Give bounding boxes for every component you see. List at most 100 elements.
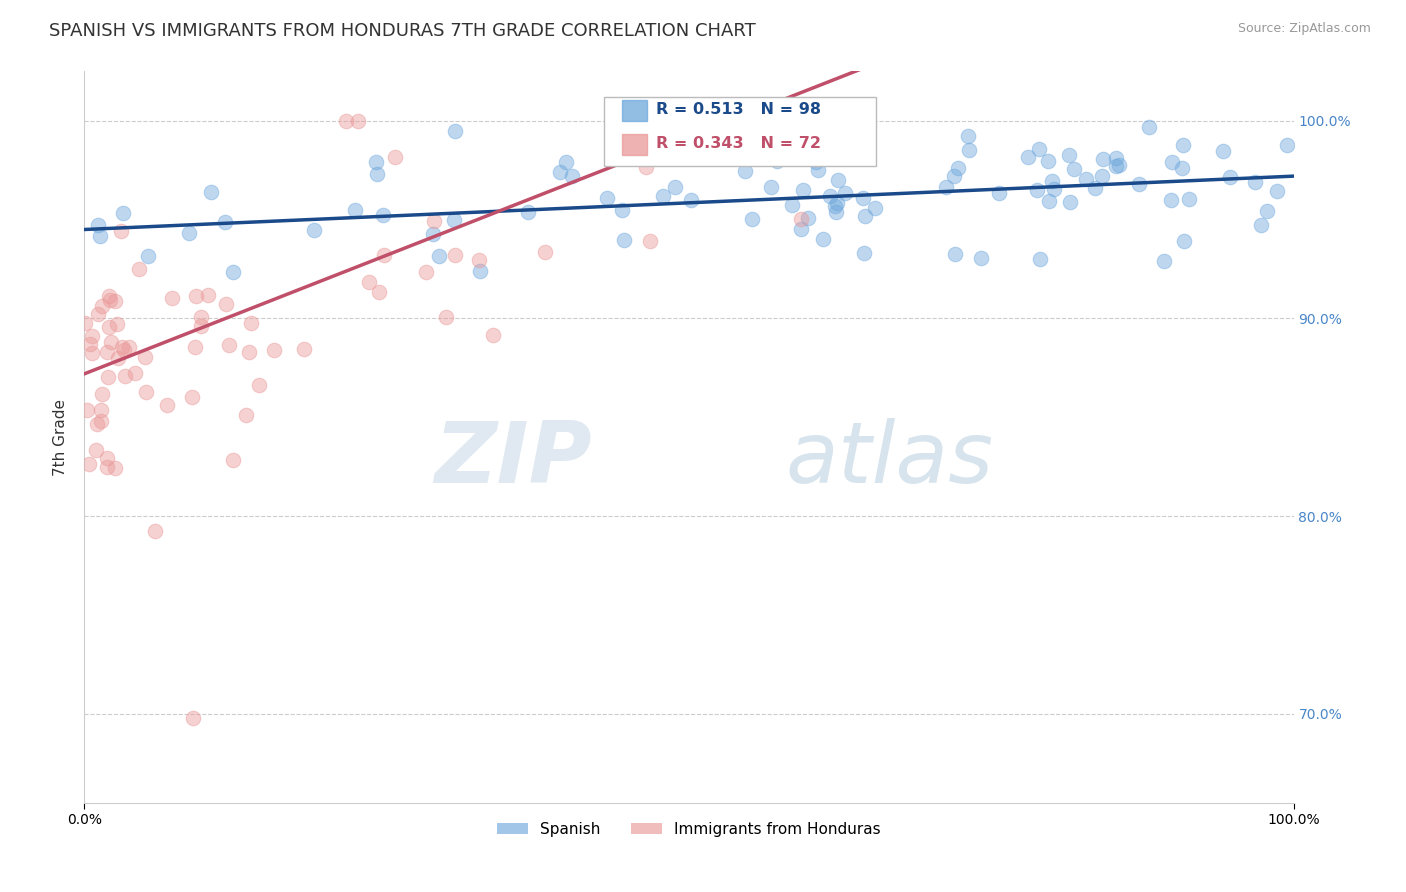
Point	[1267, 185, 1289, 199]
Point	[90, 300, 112, 314]
Point	[76, 403, 98, 417]
Point	[1128, 177, 1150, 191]
Point	[1104, 160, 1126, 174]
Point	[373, 247, 395, 261]
Point	[790, 222, 813, 236]
Point	[87, 307, 110, 321]
Point	[302, 223, 325, 237]
Point	[197, 288, 219, 302]
Point	[443, 213, 465, 227]
Point	[1063, 161, 1085, 176]
Point	[1160, 154, 1182, 169]
Point	[80, 328, 103, 343]
Point	[1043, 182, 1066, 196]
Point	[135, 384, 157, 399]
Point	[1244, 176, 1267, 190]
Point	[811, 232, 834, 246]
Point	[679, 194, 702, 208]
FancyBboxPatch shape	[605, 97, 876, 167]
Point	[143, 524, 166, 539]
Point	[423, 214, 446, 228]
Point	[640, 234, 662, 248]
Point	[988, 186, 1011, 200]
Point	[368, 285, 391, 299]
Point	[790, 212, 813, 227]
Text: SPANISH VS IMMIGRANTS FROM HONDURAS 7TH GRADE CORRELATION CHART: SPANISH VS IMMIGRANTS FROM HONDURAS 7TH …	[49, 22, 756, 40]
Point	[759, 179, 782, 194]
Point	[943, 247, 966, 261]
Point	[179, 226, 201, 240]
Point	[79, 337, 101, 351]
Point	[190, 310, 212, 324]
Point	[180, 390, 202, 404]
Point	[1171, 137, 1194, 152]
Point	[758, 145, 780, 159]
Point	[86, 417, 108, 431]
Point	[371, 208, 394, 222]
Point	[90, 414, 112, 428]
Point	[222, 265, 245, 279]
Point	[100, 335, 122, 350]
Point	[82, 346, 104, 360]
Point	[98, 293, 121, 308]
Point	[384, 150, 406, 164]
Point	[364, 154, 387, 169]
Point	[804, 155, 827, 169]
Point	[852, 245, 875, 260]
Point	[745, 146, 768, 161]
Point	[96, 450, 118, 465]
Point	[239, 316, 262, 330]
Point	[1105, 151, 1128, 165]
Point	[218, 338, 240, 352]
Point	[555, 154, 578, 169]
Point	[238, 345, 260, 359]
Point	[702, 144, 724, 158]
Point	[766, 153, 789, 168]
Point	[183, 340, 205, 354]
Point	[1057, 148, 1080, 162]
Point	[616, 114, 638, 128]
Point	[427, 249, 450, 263]
Point	[186, 289, 208, 303]
Point	[343, 202, 366, 217]
Point	[468, 264, 491, 278]
Point	[181, 711, 204, 725]
Point	[1091, 169, 1114, 183]
Point	[444, 124, 467, 138]
Point	[1036, 153, 1059, 168]
Point	[1038, 194, 1060, 208]
Point	[1250, 218, 1272, 232]
Point	[77, 457, 100, 471]
Point	[827, 172, 849, 186]
Point	[247, 378, 270, 392]
Point	[810, 113, 832, 128]
Point	[214, 215, 236, 229]
Point	[613, 233, 636, 247]
Point	[834, 186, 856, 201]
Point	[73, 316, 96, 330]
Point	[124, 366, 146, 380]
Point	[970, 252, 993, 266]
Point	[1108, 158, 1130, 172]
Point	[638, 113, 661, 128]
Point	[190, 319, 212, 334]
Point	[1017, 151, 1039, 165]
Point	[422, 227, 444, 241]
Point	[263, 343, 285, 357]
Point	[222, 452, 245, 467]
Point	[652, 189, 675, 203]
Point	[634, 160, 657, 174]
Point	[110, 224, 132, 238]
Point	[107, 351, 129, 366]
Point	[357, 275, 380, 289]
Bar	[623, 100, 647, 121]
Point	[235, 408, 257, 422]
Point	[97, 289, 120, 303]
Point	[1084, 181, 1107, 195]
Bar	[623, 134, 647, 155]
Point	[1171, 161, 1194, 175]
Point	[90, 402, 112, 417]
Point	[96, 345, 118, 359]
Point	[1212, 144, 1234, 158]
Point	[1028, 142, 1050, 156]
